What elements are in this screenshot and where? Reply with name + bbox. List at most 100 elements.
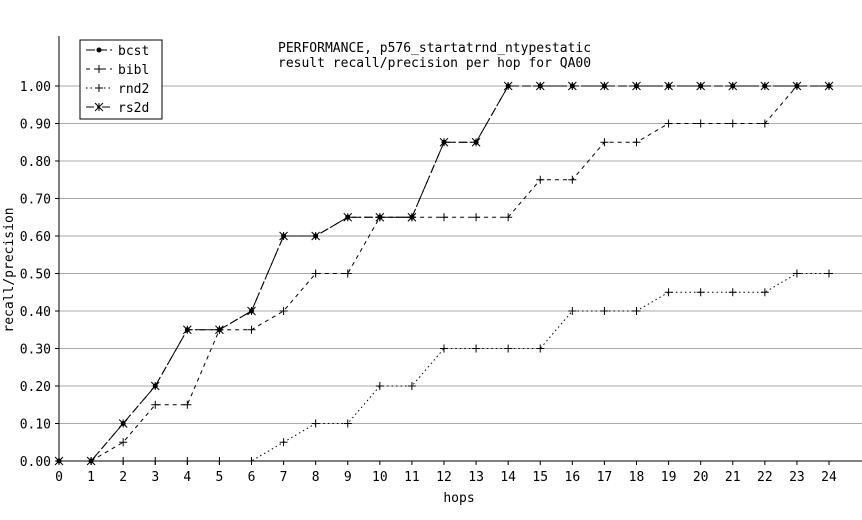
x-axis-label: hops (443, 491, 474, 506)
data-point-rnd2 (440, 344, 448, 353)
data-point-rs2d (503, 81, 513, 91)
legend-box (79, 39, 163, 120)
data-point-rs2d (150, 381, 160, 391)
x-tick-label: 13 (468, 470, 484, 485)
x-tick-label: 3 (151, 470, 159, 485)
x-tick-label: 1 (87, 470, 95, 485)
data-point-bibl (151, 400, 160, 409)
data-point-bibl (279, 307, 288, 315)
y-tick-label: 0.70 (20, 193, 51, 208)
data-point-rnd2 (472, 344, 481, 353)
data-point-rs2d (279, 231, 288, 241)
x-tick-label: 2 (119, 470, 127, 485)
x-tick-label: 5 (216, 470, 224, 485)
data-point-rs2d (664, 81, 673, 91)
x-tick-label: 12 (436, 470, 452, 485)
data-point-bibl (728, 119, 737, 128)
legend-label-bcst: bcst (118, 44, 149, 59)
x-tick-label: 10 (372, 470, 388, 485)
data-point-bibl (600, 138, 609, 147)
data-point-bibl (664, 119, 673, 128)
legend: bcst bibl rnd2 rs2d (79, 39, 163, 120)
y-tick-label: 0.50 (20, 268, 51, 283)
data-point-rnd2 (568, 307, 577, 315)
y-axis-ticks: 0.00 0.10 0.20 0.30 0.40 0.50 0.60 0.70 0.80 0.90… (20, 80, 59, 470)
data-point-rs2d (760, 81, 770, 91)
data-point-bibl (536, 175, 545, 184)
data-point-rs2d (600, 81, 609, 91)
y-tick-label: 0.00 (20, 455, 51, 470)
data-point-rnd2 (825, 269, 833, 278)
legend-marker-rnd2 (95, 84, 103, 92)
data-point-rnd2 (151, 457, 160, 465)
data-point-rnd2 (311, 419, 320, 428)
data-point-rs2d (407, 212, 417, 222)
data-point-bibl (696, 119, 705, 128)
data-point-bibl (568, 175, 577, 184)
y-tick-label: 0.40 (20, 305, 51, 320)
data-point-rs2d (86, 456, 96, 466)
y-tick-label: 0.20 (20, 380, 51, 395)
x-tick-label: 7 (280, 470, 288, 485)
data-point-rs2d (696, 81, 706, 91)
y-tick-label: 0.90 (20, 118, 51, 133)
data-point-rnd2 (279, 438, 288, 447)
data-point-rs2d (471, 137, 481, 147)
x-tick-label: 24 (821, 470, 837, 485)
legend-marker-bibl (95, 65, 103, 73)
legend-label-rs2d: rs2d (118, 101, 149, 116)
data-point-rs2d (439, 137, 449, 147)
data-point-rs2d (792, 81, 802, 91)
data-point-rnd2 (792, 269, 801, 278)
data-point-bibl (472, 213, 481, 222)
chart-subtitle: result recall/precision per hop for QA00 (278, 56, 591, 71)
y-tick-label: 0.10 (20, 418, 51, 433)
y-tick-label: 1.00 (20, 80, 51, 95)
x-axis-ticks: 0 1 2 3 4 5 6 7 8 9 10 11 12 13 14 15 16 17 18 19 20 21 22 23 24 (55, 461, 837, 485)
data-point-rs2d (215, 325, 224, 335)
data-point-rs2d (632, 81, 641, 91)
data-point-rs2d (247, 306, 256, 316)
data-point-rnd2 (760, 288, 769, 297)
series-rs2d (54, 81, 834, 466)
data-point-rnd2 (375, 382, 384, 390)
data-point-bibl (311, 269, 320, 278)
x-tick-label: 0 (55, 470, 63, 485)
series-line-rnd2 (59, 273, 829, 462)
data-point-bibl (632, 138, 641, 147)
legend-label-bibl: bibl (118, 63, 149, 78)
data-point-rs2d (375, 212, 385, 222)
x-tick-label: 11 (404, 470, 420, 485)
legend-marker-rs2d (94, 102, 104, 112)
x-tick-label: 19 (661, 470, 677, 485)
data-point-rnd2 (119, 457, 128, 465)
data-point-rnd2 (600, 307, 609, 315)
y-tick-label: 0.80 (20, 155, 51, 170)
data-point-rs2d (535, 81, 545, 91)
legend-marker-bcst (96, 47, 102, 53)
data-point-rs2d (182, 325, 192, 335)
data-point-rs2d (728, 81, 738, 91)
data-point-rnd2 (536, 344, 545, 353)
chart-title: PERFORMANCE, p576_startatrnd_ntypestatic (278, 41, 591, 56)
data-point-rs2d (824, 81, 834, 91)
data-point-rnd2 (183, 457, 192, 465)
legend-label-rnd2: rnd2 (118, 82, 149, 97)
x-tick-label: 4 (183, 470, 191, 485)
data-point-bibl (760, 119, 769, 128)
data-point-rs2d (343, 212, 353, 222)
series-layer (54, 81, 834, 466)
data-point-rs2d (54, 456, 64, 466)
x-tick-label: 18 (629, 470, 645, 485)
data-point-rs2d (567, 81, 577, 91)
x-tick-label: 17 (597, 470, 613, 485)
y-axis-label: recall/precision (2, 207, 17, 332)
x-tick-label: 6 (248, 470, 256, 485)
data-point-bibl (343, 269, 352, 278)
x-tick-label: 8 (312, 470, 320, 485)
x-tick-label: 22 (757, 470, 773, 485)
x-tick-label: 14 (500, 470, 516, 485)
data-point-bibl (119, 438, 128, 447)
axes (58, 36, 862, 462)
